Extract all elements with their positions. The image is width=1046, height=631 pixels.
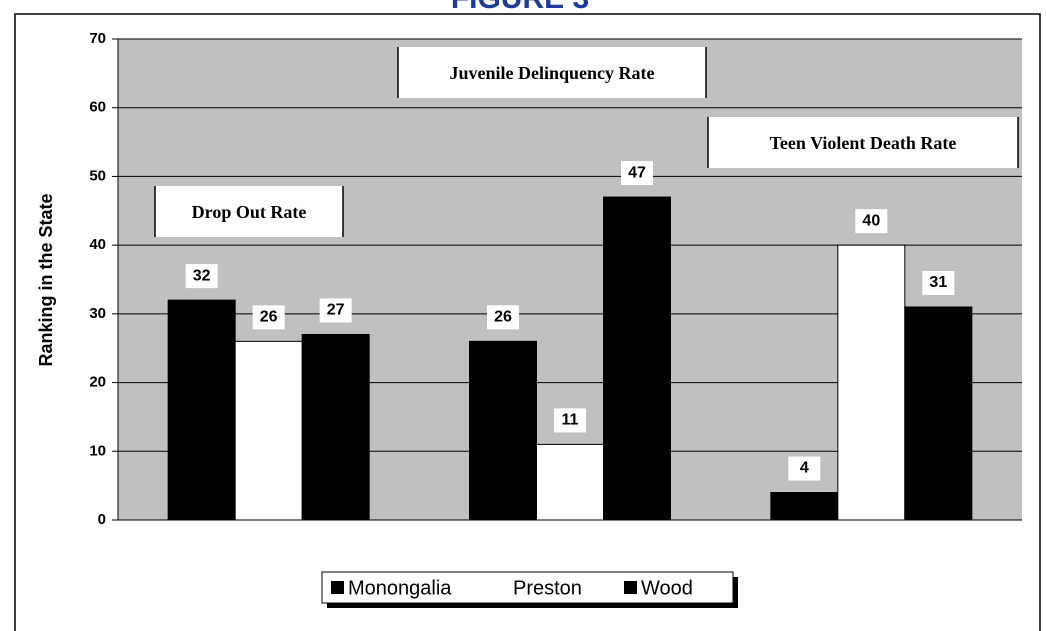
bar (603, 196, 671, 521)
value-label-box (621, 161, 653, 186)
legend-box (321, 571, 734, 604)
value-label: 26 (260, 309, 278, 326)
value-label-box (922, 270, 955, 295)
bar (904, 306, 973, 521)
y-tick-label: 10 (89, 442, 106, 459)
y-tick-label: 60 (89, 99, 106, 116)
value-label-box (252, 305, 285, 330)
value-label: 4 (800, 460, 809, 477)
chart-title: FIGURE 3 (451, 0, 589, 15)
annotation-box (398, 47, 706, 98)
legend-swatch (331, 581, 344, 594)
category-label: Drop Out Rate (192, 202, 307, 222)
bar (167, 299, 236, 521)
y-tick-label: 30 (89, 305, 106, 322)
bar (837, 244, 906, 521)
legend-label: Monongalia (348, 577, 452, 599)
bar (770, 492, 839, 521)
legend-swatch (624, 581, 637, 594)
legend-swatch (496, 581, 509, 594)
y-axis-label: Ranking in the State (36, 193, 56, 366)
y-tick-label: 70 (89, 30, 106, 47)
value-label: 31 (929, 274, 947, 291)
legend-label: Preston (513, 577, 582, 599)
value-label-box (185, 264, 218, 289)
value-label-box (487, 305, 519, 330)
bar (469, 340, 537, 521)
value-label-box (788, 456, 821, 481)
value-label-box (855, 209, 888, 234)
value-label: 26 (494, 309, 512, 326)
value-label-box (319, 298, 352, 323)
value-label: 32 (193, 267, 211, 284)
y-tick-label: 40 (89, 236, 106, 253)
value-label: 11 (562, 412, 579, 429)
value-label: 40 (862, 212, 880, 229)
value-label-box (554, 408, 586, 433)
y-tick-label: 0 (98, 511, 106, 528)
value-label: 47 (628, 164, 646, 181)
bar (301, 333, 370, 521)
annotation-box (155, 186, 343, 237)
y-tick-label: 20 (89, 374, 106, 391)
value-label: 27 (327, 302, 345, 319)
legend-label: Wood (641, 577, 693, 599)
annotation-box (708, 117, 1018, 168)
y-tick-label: 50 (89, 167, 106, 184)
category-label: Teen Violent Death Rate (770, 133, 957, 153)
category-label: Juvenile Delinquency Rate (450, 63, 655, 83)
bar (234, 340, 303, 521)
bar (536, 443, 604, 521)
